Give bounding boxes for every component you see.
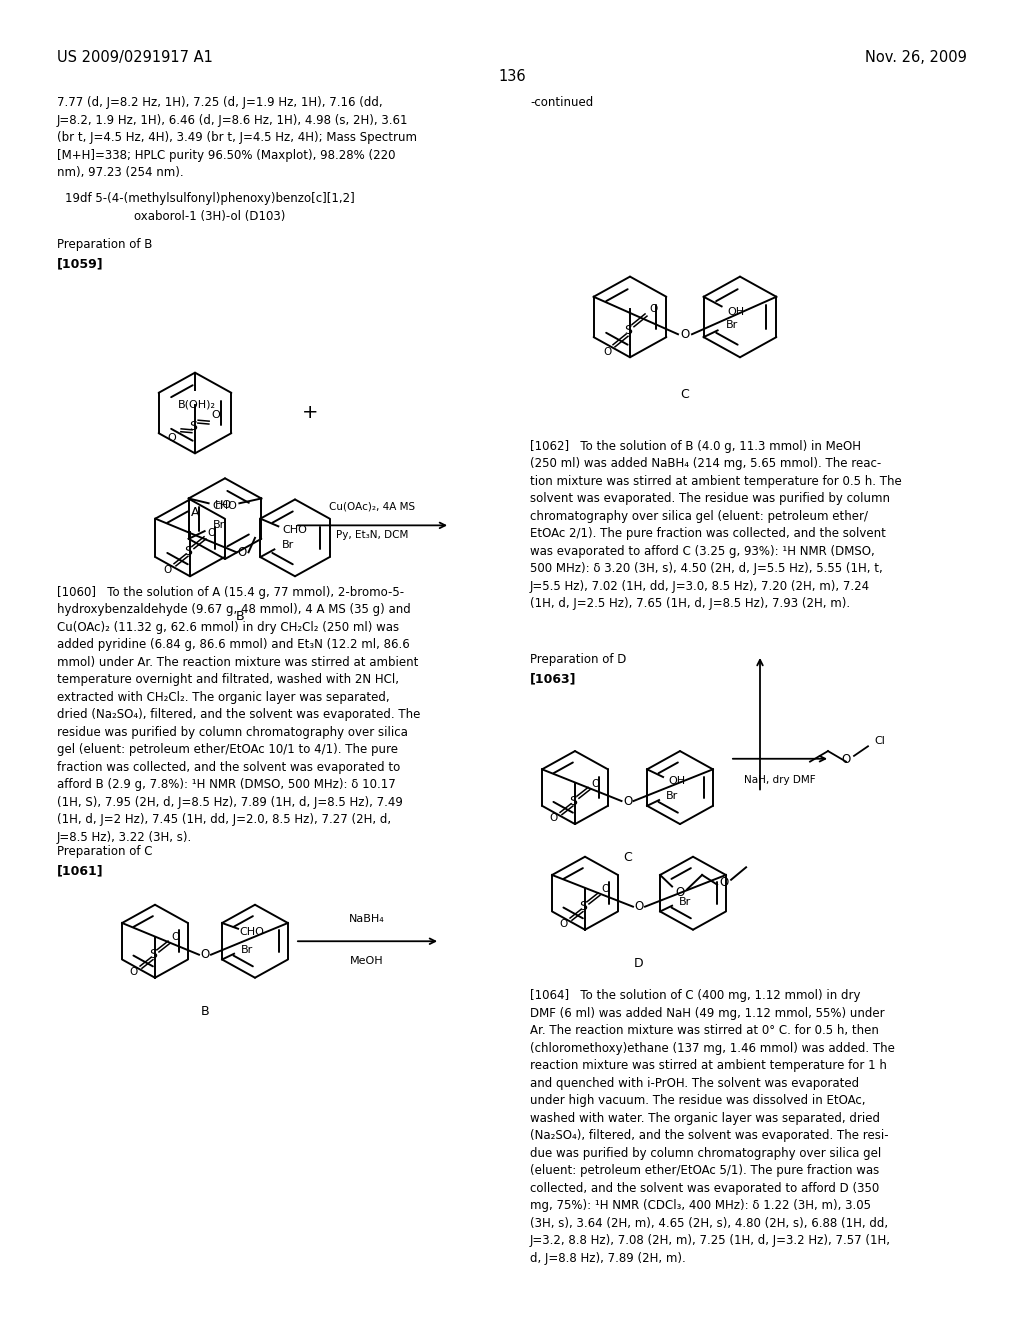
Text: O: O <box>550 813 558 824</box>
Text: Preparation of B: Preparation of B <box>57 238 153 251</box>
Text: Br: Br <box>213 520 224 531</box>
Text: O: O <box>842 754 851 766</box>
Text: O: O <box>680 327 689 341</box>
Text: [1059]: [1059] <box>57 257 103 271</box>
Text: [1062]   To the solution of B (4.0 g, 11.3 mmol) in MeOH
(250 ml) was added NaBH: [1062] To the solution of B (4.0 g, 11.3… <box>530 440 902 610</box>
Text: S: S <box>569 795 577 808</box>
Text: Preparation of D: Preparation of D <box>530 653 627 667</box>
Text: O: O <box>623 795 632 808</box>
Text: O: O <box>592 779 600 789</box>
Text: A: A <box>190 506 200 519</box>
Text: US 2009/0291917 A1: US 2009/0291917 A1 <box>57 50 213 65</box>
Text: O: O <box>603 347 611 356</box>
Text: Preparation of C: Preparation of C <box>57 845 153 858</box>
Text: D: D <box>634 957 644 970</box>
Text: Br: Br <box>241 945 253 954</box>
Text: O: O <box>164 565 172 574</box>
Text: HO: HO <box>215 500 231 511</box>
Text: O: O <box>720 876 729 890</box>
Text: Py, Et₃N, DCM: Py, Et₃N, DCM <box>336 531 409 540</box>
Text: -continued: -continued <box>530 96 593 110</box>
Text: MeOH: MeOH <box>350 956 384 966</box>
Text: Br: Br <box>725 319 737 330</box>
Text: O: O <box>649 305 657 314</box>
Text: C: C <box>681 388 689 401</box>
Text: S: S <box>189 420 197 433</box>
Text: O: O <box>130 968 138 977</box>
Text: Br: Br <box>666 791 678 801</box>
Text: 136: 136 <box>499 69 525 84</box>
Text: Br: Br <box>679 896 691 907</box>
Text: B: B <box>201 1005 209 1018</box>
Text: O: O <box>676 886 685 899</box>
Text: O: O <box>168 433 176 444</box>
Text: O: O <box>172 932 180 942</box>
Text: [1063]: [1063] <box>530 672 577 685</box>
Text: S: S <box>150 948 157 961</box>
Text: B(OH)₂: B(OH)₂ <box>178 400 216 409</box>
Text: CHO: CHO <box>212 502 238 511</box>
Text: C: C <box>624 851 632 865</box>
Text: O: O <box>238 545 247 558</box>
Text: O: O <box>602 884 610 895</box>
Text: +: + <box>302 404 318 422</box>
Text: [1061]: [1061] <box>57 865 103 878</box>
Text: O: O <box>201 948 210 961</box>
Text: S: S <box>579 900 587 913</box>
Text: OH: OH <box>727 308 744 317</box>
Text: Nov. 26, 2009: Nov. 26, 2009 <box>865 50 967 65</box>
Text: OH: OH <box>669 776 686 785</box>
Text: S: S <box>624 323 632 337</box>
Text: O: O <box>635 900 644 913</box>
Text: O: O <box>212 411 220 420</box>
Text: NaH, dry DMF: NaH, dry DMF <box>744 775 816 785</box>
Text: [1060]   To the solution of A (15.4 g, 77 mmol), 2-bromo-5-
hydroxybenzaldehyde : [1060] To the solution of A (15.4 g, 77 … <box>57 586 421 843</box>
Text: B: B <box>236 610 245 623</box>
Text: CHO: CHO <box>240 927 264 937</box>
Text: 19df 5-(4-(methylsulfonyl)phenoxy)benzo[c][1,2]
oxaborol-1 (3H)-ol (D103): 19df 5-(4-(methylsulfonyl)phenoxy)benzo[… <box>66 193 355 223</box>
Text: Br: Br <box>283 540 295 549</box>
Text: CHO: CHO <box>282 525 307 535</box>
Text: Cu(OAc)₂, 4A MS: Cu(OAc)₂, 4A MS <box>329 502 415 512</box>
Text: O: O <box>560 919 568 929</box>
Text: NaBH₄: NaBH₄ <box>349 913 385 924</box>
Text: S: S <box>184 545 193 558</box>
Text: O: O <box>208 528 216 539</box>
Text: Cl: Cl <box>874 735 886 746</box>
Text: [1064]   To the solution of C (400 mg, 1.12 mmol) in dry
DMF (6 ml) was added Na: [1064] To the solution of C (400 mg, 1.1… <box>530 989 895 1265</box>
Text: 7.77 (d, J=8.2 Hz, 1H), 7.25 (d, J=1.9 Hz, 1H), 7.16 (dd,
J=8.2, 1.9 Hz, 1H), 6.: 7.77 (d, J=8.2 Hz, 1H), 7.25 (d, J=1.9 H… <box>57 96 417 180</box>
